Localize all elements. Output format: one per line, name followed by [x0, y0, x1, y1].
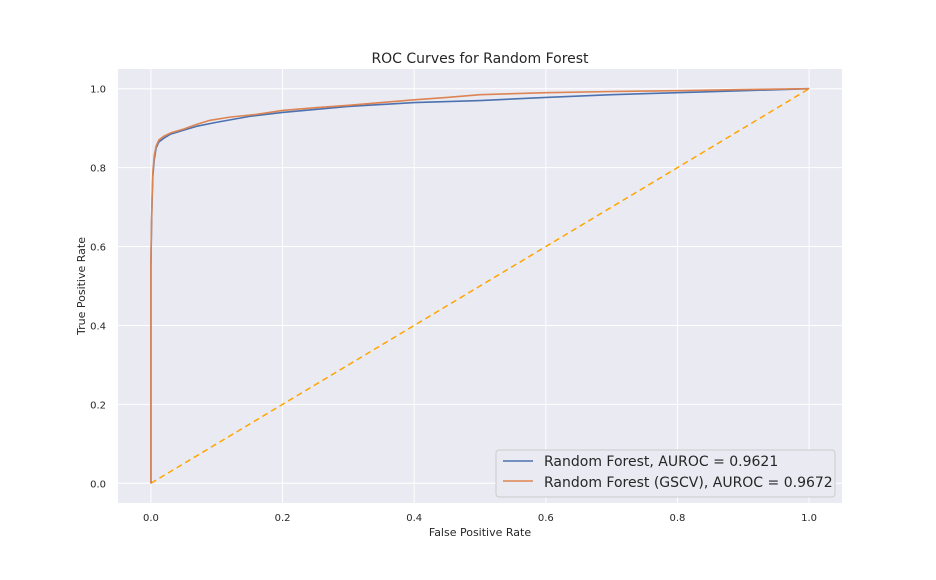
y-tick-label: 0.4 [90, 321, 106, 332]
y-tick-label: 0.8 [90, 164, 106, 175]
x-tick-label: 0.0 [143, 513, 159, 524]
y-tick-label: 1.0 [90, 85, 106, 96]
legend-label-random-forest-gscv: Random Forest (GSCV), AUROC = 0.9672 [544, 475, 833, 491]
legend-box [495, 449, 836, 498]
x-tick-label: 0.2 [275, 513, 291, 524]
y-axis-label: True Positive Rate [75, 237, 88, 336]
x-tick-label: 1.0 [801, 513, 817, 524]
x-axis-label: False Positive Rate [429, 526, 531, 539]
chance-diagonal-line [150, 88, 810, 484]
series-line-random-forest-gscv [150, 87, 810, 484]
legend-label-random-forest: Random Forest, AUROC = 0.9621 [544, 454, 778, 470]
series-lines [150, 87, 810, 484]
y-tick-label: 0.0 [90, 479, 106, 490]
chart-title: ROC Curves for Random Forest [371, 51, 589, 67]
y-tick-label: 0.6 [90, 243, 106, 254]
y-tick-label: 0.2 [90, 400, 106, 411]
x-tick-label: 0.6 [538, 513, 554, 524]
x-tick-label: 0.8 [670, 513, 686, 524]
legend: Random Forest, AUROC = 0.9621 Random For… [495, 449, 836, 498]
tick-labels: 0.0 0.2 0.4 0.6 0.8 1.0 0.0 0.2 0.4 0.6 0.8 1.0 [90, 85, 817, 524]
x-tick-label: 0.4 [406, 513, 422, 524]
